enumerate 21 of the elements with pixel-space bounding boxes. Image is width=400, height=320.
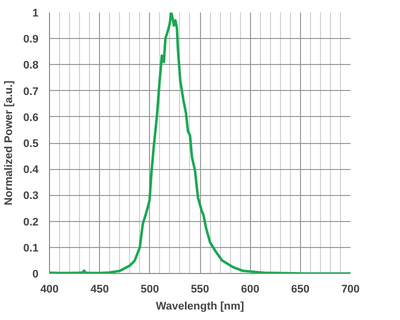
x-tick-label: 450 [90,284,109,296]
y-tick-label: 1 [32,8,39,20]
x-tick-label: 700 [341,284,360,296]
x-tick-label: 600 [240,284,260,296]
y-tick-label: 0.3 [23,190,39,202]
x-tick-label: 650 [291,284,310,296]
x-tick-label: 550 [190,284,210,296]
y-tick-label: 0.9 [23,34,39,46]
line-series [50,12,350,274]
x-tick-label: 400 [40,284,59,296]
x-axis-title: Wavelength [nm] [156,300,244,312]
y-tick-label: 0.8 [23,60,39,72]
y-tick-label: 0.2 [23,216,39,228]
y-tick-label: 0.6 [23,112,39,124]
x-tick-label: 500 [140,284,160,296]
y-tick-label: 0.5 [23,138,39,150]
y-tick-label: 0.1 [23,242,39,254]
y-axis-title: Normalized Power [a.u.] [3,80,16,206]
y-tick-label: 0.4 [23,164,40,176]
y-tick-label: 0 [32,268,39,280]
y-tick-label: 0.7 [23,86,39,98]
